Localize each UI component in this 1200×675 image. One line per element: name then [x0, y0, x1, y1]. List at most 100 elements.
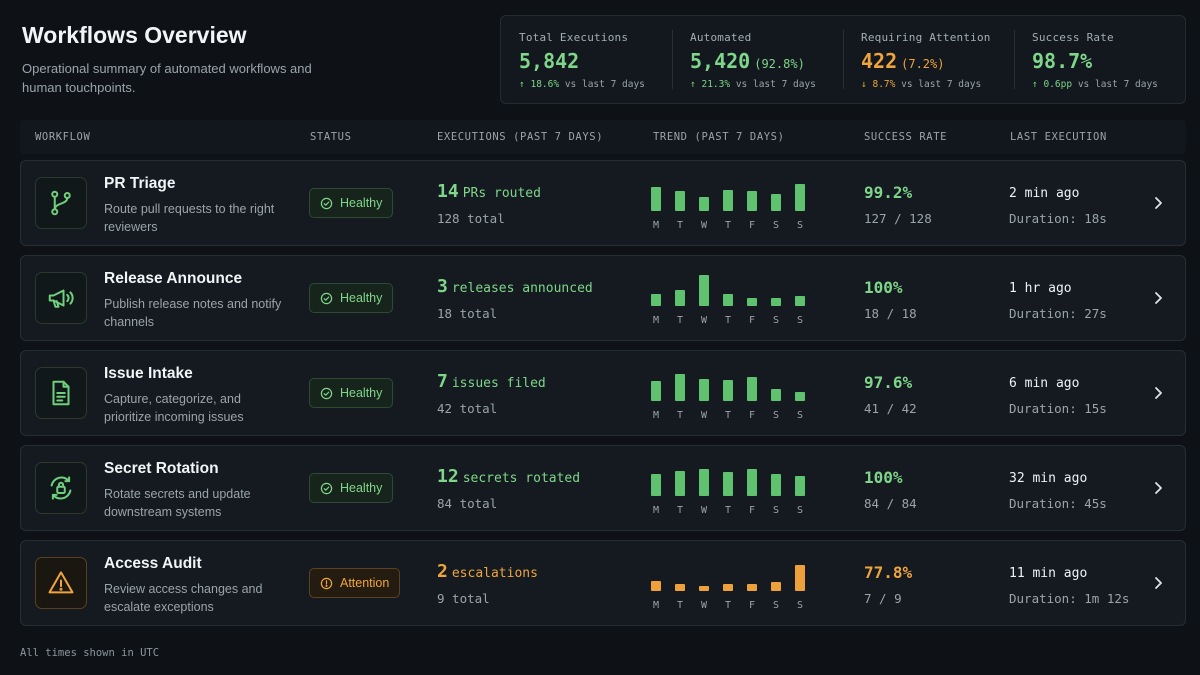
trend-bar	[771, 474, 781, 496]
workflow-icon-box	[35, 367, 87, 419]
trend-day-label: F	[748, 410, 756, 421]
stat-delta-value: 21.3%	[701, 79, 731, 90]
trend-day-label: S	[796, 600, 804, 611]
chevron-right-icon[interactable]	[1148, 193, 1168, 213]
chevron-right-icon[interactable]	[1148, 573, 1168, 593]
column-header-last-execution: LAST EXECUTION	[1010, 131, 1107, 143]
executions-total: 18 total	[437, 306, 498, 321]
trend-day-label: T	[676, 220, 684, 231]
stat-number: 98.7%	[1032, 49, 1093, 73]
trend-bar	[675, 290, 685, 306]
trend-bar	[747, 469, 757, 496]
executions-label: releases announced	[451, 281, 593, 296]
workflow-row-pr-triage[interactable]: PR Triage Route pull requests to the rig…	[20, 160, 1186, 246]
check-circle-icon	[320, 482, 333, 494]
workflow-name: Release Announce	[104, 270, 243, 287]
arrow-up-icon: ↑	[1032, 79, 1038, 90]
trend-bar	[723, 294, 733, 306]
stat-number: 422	[861, 49, 898, 73]
executions-label: issues filed	[451, 376, 546, 391]
arrow-up-icon: ↑	[519, 79, 525, 90]
trend-day-label: S	[772, 220, 780, 231]
trend-bar	[771, 582, 781, 591]
last-execution-duration: Duration: 1m 12s	[1009, 591, 1130, 606]
status-badge: Healthy	[309, 473, 394, 503]
alert-circle-icon	[320, 577, 333, 589]
trend-bar	[747, 584, 757, 591]
stat-delta-value: 18.6%	[530, 79, 560, 90]
stat-percentage: (7.2%)	[901, 57, 945, 71]
executions-count: 12	[437, 466, 459, 487]
warning-icon	[46, 568, 76, 598]
chevron-right-icon[interactable]	[1148, 288, 1168, 308]
trend-bar	[699, 275, 709, 306]
trend-day-label: F	[748, 600, 756, 611]
workflow-name: Secret Rotation	[104, 460, 219, 477]
executions-total: 128 total	[437, 211, 505, 226]
stat-percentage: (92.8%)	[754, 57, 805, 71]
status-badge: Healthy	[309, 378, 394, 408]
executions-label: escalations	[451, 566, 538, 581]
success-detail: 41 / 42	[864, 401, 917, 416]
stat-delta: ↑ 0.6pp vs last 7 days	[1032, 79, 1185, 90]
trend-bar	[795, 296, 805, 306]
stat-value: 5,842	[519, 49, 672, 73]
chevron-right-icon[interactable]	[1148, 383, 1168, 403]
trend-day-label: F	[748, 220, 756, 231]
trend-day-label: W	[700, 220, 708, 231]
trend-bar	[795, 565, 805, 591]
check-circle-icon	[320, 197, 333, 209]
chevron-right-icon[interactable]	[1148, 478, 1168, 498]
trend-bar	[651, 581, 661, 591]
trend-bar	[771, 298, 781, 306]
workflow-description: Route pull requests to the right reviewe…	[104, 202, 275, 234]
trend-day-label: T	[724, 410, 732, 421]
page-subtitle: Operational summary of automated workflo…	[22, 61, 312, 95]
trend-bar	[747, 377, 757, 401]
stat-delta-value: 8.7%	[872, 79, 896, 90]
megaphone-icon	[46, 283, 76, 313]
workflow-icon-box	[35, 177, 87, 229]
trend-day-label: S	[772, 505, 780, 516]
stat-card: Automated 5,420 (92.8%) ↑ 21.3% vs last 7…	[672, 16, 843, 103]
workflow-name: Access Audit	[104, 555, 202, 572]
trend-day-label: S	[772, 315, 780, 326]
trend-bar	[651, 187, 661, 211]
page-title: Workflows Overview	[22, 22, 247, 48]
last-execution-duration: Duration: 27s	[1009, 306, 1107, 321]
trend-day-label: F	[748, 505, 756, 516]
check-circle-icon	[320, 292, 333, 304]
workflow-name: PR Triage	[104, 175, 176, 192]
trend-day-label: W	[700, 600, 708, 611]
executions-summary: 14 PRs routed	[437, 181, 541, 202]
table-header: WORKFLOW STATUS EXECUTIONS (PAST 7 DAYS)…	[20, 120, 1186, 154]
workflow-row-release-announce[interactable]: Release Announce Publish release notes a…	[20, 255, 1186, 341]
stat-delta-suffix: vs last 7 days	[1077, 79, 1158, 90]
stat-delta: ↑ 21.3% vs last 7 days	[690, 79, 843, 90]
trend-day-label: M	[652, 505, 660, 516]
success-detail: 18 / 18	[864, 306, 917, 321]
workflow-name: Issue Intake	[104, 365, 193, 382]
trend-bar	[675, 191, 685, 211]
executions-total: 84 total	[437, 496, 498, 511]
trend-day-label: S	[796, 505, 804, 516]
trend-day-label: T	[724, 315, 732, 326]
success-detail: 84 / 84	[864, 496, 917, 511]
trend-day-label: T	[724, 600, 732, 611]
last-execution-time: 2 min ago	[1009, 186, 1080, 201]
stat-value: 98.7%	[1032, 49, 1185, 73]
trend-bar	[675, 374, 685, 401]
stat-delta-suffix: vs last 7 days	[901, 79, 982, 90]
workflow-row-secret-rotation[interactable]: Secret Rotation Rotate secrets and updat…	[20, 445, 1186, 531]
stat-number: 5,842	[519, 49, 580, 73]
stat-delta-suffix: vs last 7 days	[564, 79, 645, 90]
success-rate: 100%	[864, 468, 903, 487]
trend-day-label: S	[796, 410, 804, 421]
workflow-row-issue-intake[interactable]: Issue Intake Capture, categorize, and pr…	[20, 350, 1186, 436]
trend-day-label: M	[652, 410, 660, 421]
workflow-row-access-audit[interactable]: Access Audit Review access changes and e…	[20, 540, 1186, 626]
status-label: Healthy	[340, 481, 383, 495]
success-rate: 100%	[864, 278, 903, 297]
stat-label: Automated	[690, 31, 752, 44]
